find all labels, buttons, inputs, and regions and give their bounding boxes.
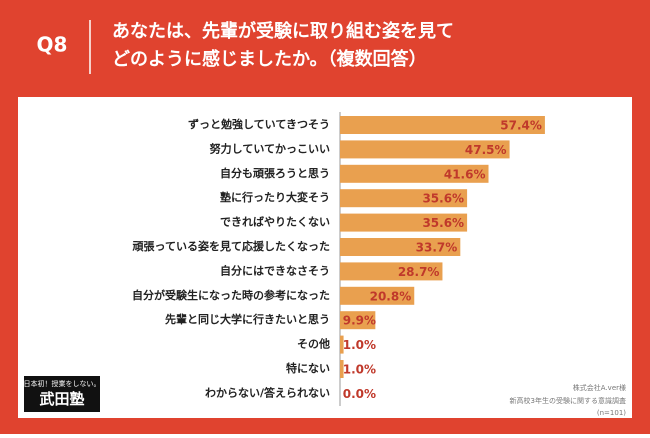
bar xyxy=(340,335,344,354)
category-label: 塾に行ったり大変そう xyxy=(220,190,330,204)
panel xyxy=(18,97,632,418)
value-label: 1.0% xyxy=(343,338,376,352)
value-label: 41.6% xyxy=(444,167,486,181)
value-label: 1.0% xyxy=(343,363,376,377)
bar xyxy=(340,311,376,330)
category-label: その他 xyxy=(297,337,330,351)
bar xyxy=(340,189,468,208)
note: (n=101) xyxy=(597,409,626,417)
value-label: 57.4% xyxy=(500,119,542,133)
bar xyxy=(340,238,461,256)
category-label: 自分も頑張ろうと思う xyxy=(220,166,330,180)
value-label: 9.9% xyxy=(343,314,376,328)
category-label: わからない/答えられない xyxy=(205,385,330,399)
logo-tagline: 日本初！授業をしない。 xyxy=(24,379,101,388)
title-line: あなたは、先輩が受験に取り組む姿を見て xyxy=(112,20,454,42)
value-label: 33.7% xyxy=(416,241,458,255)
logo-box xyxy=(24,376,100,412)
category-label: 自分が受験生になった時の参考になった xyxy=(132,288,330,302)
category-label: ずっと勉強していてきつそう xyxy=(188,117,330,131)
note: 新高校3年生の受験に関する意識調査 xyxy=(510,396,626,405)
title-line: どのように感じましたか。（複数回答） xyxy=(112,48,427,70)
value-label: 35.6% xyxy=(422,192,464,206)
category-label: 努力していてかっこいい xyxy=(210,141,330,155)
logo-name: 武田塾 xyxy=(39,390,84,408)
category-label: できればやりたくない xyxy=(220,215,330,229)
value-label: 28.7% xyxy=(398,265,440,279)
value-label: 0.0% xyxy=(343,387,376,401)
bar xyxy=(340,164,489,183)
category-label: 頑張っている姿を見て応援したくなった xyxy=(132,239,330,253)
bar xyxy=(340,213,468,232)
question-number: Q8 xyxy=(37,33,68,57)
bar xyxy=(340,140,510,159)
value-label: 47.5% xyxy=(465,143,507,157)
bar xyxy=(340,360,344,378)
logo: 日本初！授業をしない。 武田塾 xyxy=(24,376,101,412)
bar xyxy=(340,116,545,134)
value-label: 20.8% xyxy=(370,289,412,303)
value-label: 35.6% xyxy=(422,216,464,230)
note: 株式会社A.ver様 xyxy=(573,383,626,392)
category-label: 自分にはできなさそう xyxy=(220,263,330,277)
category-label: 先輩と同じ大学に行きたいと思う xyxy=(165,312,330,326)
bar xyxy=(340,286,415,305)
category-label: 特にない xyxy=(286,361,330,375)
bar xyxy=(340,262,443,281)
